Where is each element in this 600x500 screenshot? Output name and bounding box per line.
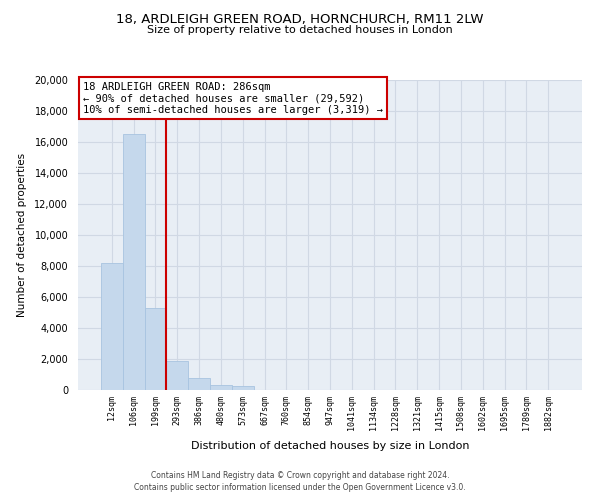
Bar (166, 362, 188, 390)
Y-axis label: Number of detached properties: Number of detached properties (17, 153, 28, 317)
Bar (123, 134, 145, 390)
Text: Size of property relative to detached houses in London: Size of property relative to detached ho… (147, 25, 453, 35)
Bar (101, 263, 123, 390)
Bar (210, 386, 232, 390)
Bar (232, 386, 254, 390)
Text: 18, ARDLEIGH GREEN ROAD, HORNCHURCH, RM11 2LW: 18, ARDLEIGH GREEN ROAD, HORNCHURCH, RM1… (116, 12, 484, 26)
Bar (145, 308, 166, 390)
Bar (188, 378, 210, 390)
Text: Contains HM Land Registry data © Crown copyright and database right 2024.
Contai: Contains HM Land Registry data © Crown c… (134, 471, 466, 492)
X-axis label: Distribution of detached houses by size in London: Distribution of detached houses by size … (191, 441, 469, 451)
Text: 18 ARDLEIGH GREEN ROAD: 286sqm
← 90% of detached houses are smaller (29,592)
10%: 18 ARDLEIGH GREEN ROAD: 286sqm ← 90% of … (83, 82, 383, 115)
